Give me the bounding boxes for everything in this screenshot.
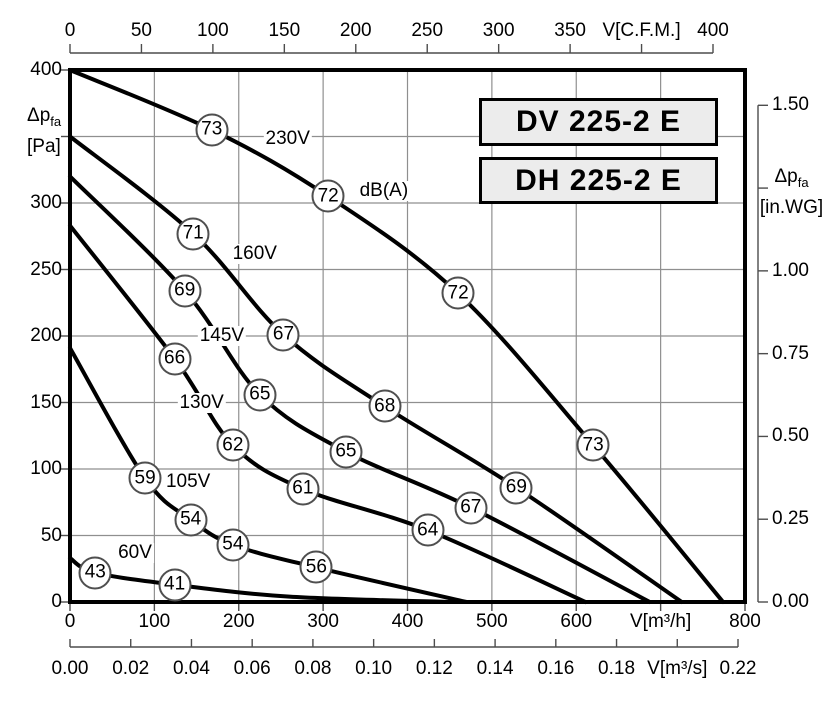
fan-curve-60v	[68, 556, 452, 604]
left-axis-unit-label: Δpfa [Pa]	[27, 103, 61, 159]
left-axis-unit: [Pa]	[27, 135, 61, 157]
right-axis-unit-label: Δpfa [in.WG]	[758, 164, 825, 220]
fan-curve-105v	[68, 345, 469, 604]
model-box-dv: DV 225-2 E	[479, 98, 718, 146]
right-axis-symbol: Δpfa	[774, 166, 809, 190]
model-name-dv: DV 225-2 E	[515, 105, 682, 138]
fan-curve-130v	[68, 223, 588, 604]
model-box-dh: DH 225-2 E	[479, 157, 718, 204]
fan-curve-145v	[68, 174, 652, 604]
right-axis-unit: [in.WG]	[759, 196, 824, 218]
model-name-dh: DH 225-2 E	[515, 163, 682, 197]
fan-curve-160v	[68, 134, 684, 604]
left-axis-symbol: Δpfa	[27, 105, 62, 129]
